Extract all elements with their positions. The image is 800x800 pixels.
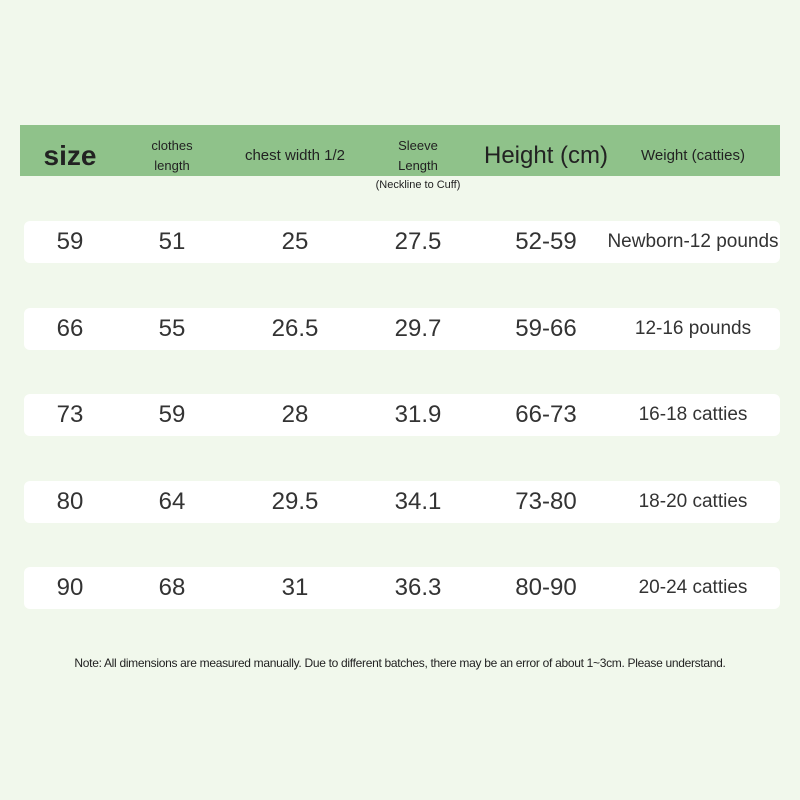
table-cell: 59	[158, 401, 186, 428]
row-band	[24, 394, 780, 436]
note: Note: All dimensions are measured manual…	[74, 656, 726, 670]
table-cell: 90	[56, 574, 84, 601]
table-cell: 73	[56, 401, 84, 428]
table-cell: 25	[281, 228, 309, 255]
table-cell: 20-24 catties	[638, 577, 748, 598]
table-cell: 29.7	[394, 314, 442, 342]
row-band	[24, 307, 780, 350]
table-cell: 12-16 pounds	[634, 317, 752, 339]
table-cell: 68	[158, 574, 186, 601]
table-cell: 73-80	[515, 487, 577, 515]
table-cell: 59	[56, 228, 84, 255]
table-cell: 18-20 catties	[638, 490, 748, 512]
header-cell: size	[43, 140, 97, 171]
table-cell: 31	[281, 574, 309, 601]
header-subnote: (Neckline to Cuff)	[375, 179, 461, 191]
table-cell: 27.5	[394, 228, 442, 255]
table-cell: 64	[158, 487, 186, 515]
row-band	[24, 567, 780, 609]
table-cell: 29.5	[271, 487, 319, 515]
table-cell: 36.3	[394, 574, 442, 601]
header-cell: Height (cm)	[483, 142, 609, 169]
table-cell: 55	[158, 314, 186, 342]
table-cell: 31.9	[394, 401, 442, 428]
header-cell: Sleeve Length	[398, 138, 438, 173]
header-band	[20, 125, 780, 176]
table-cell: 66-73	[515, 401, 577, 428]
header-cell: Weight (catties)	[641, 147, 745, 164]
header-cell: chest width 1/2	[244, 147, 346, 164]
table-cell: 52-59	[515, 228, 577, 255]
table-cell: Newborn-12 pounds	[607, 231, 779, 252]
table-cell: 28	[281, 401, 309, 428]
table-cell: 51	[158, 228, 186, 255]
table-cell: 80	[56, 487, 84, 515]
table-cell: 26.5	[271, 314, 319, 342]
row-band	[24, 221, 780, 263]
table-cell: 16-18 catties	[638, 404, 748, 425]
row-band	[24, 480, 780, 523]
table-cell: 34.1	[394, 487, 442, 515]
table-cell: 66	[56, 314, 84, 342]
table-cell: 59-66	[515, 314, 577, 342]
header-cell: clothes length	[151, 138, 193, 173]
table-cell: 80-90	[515, 574, 577, 601]
